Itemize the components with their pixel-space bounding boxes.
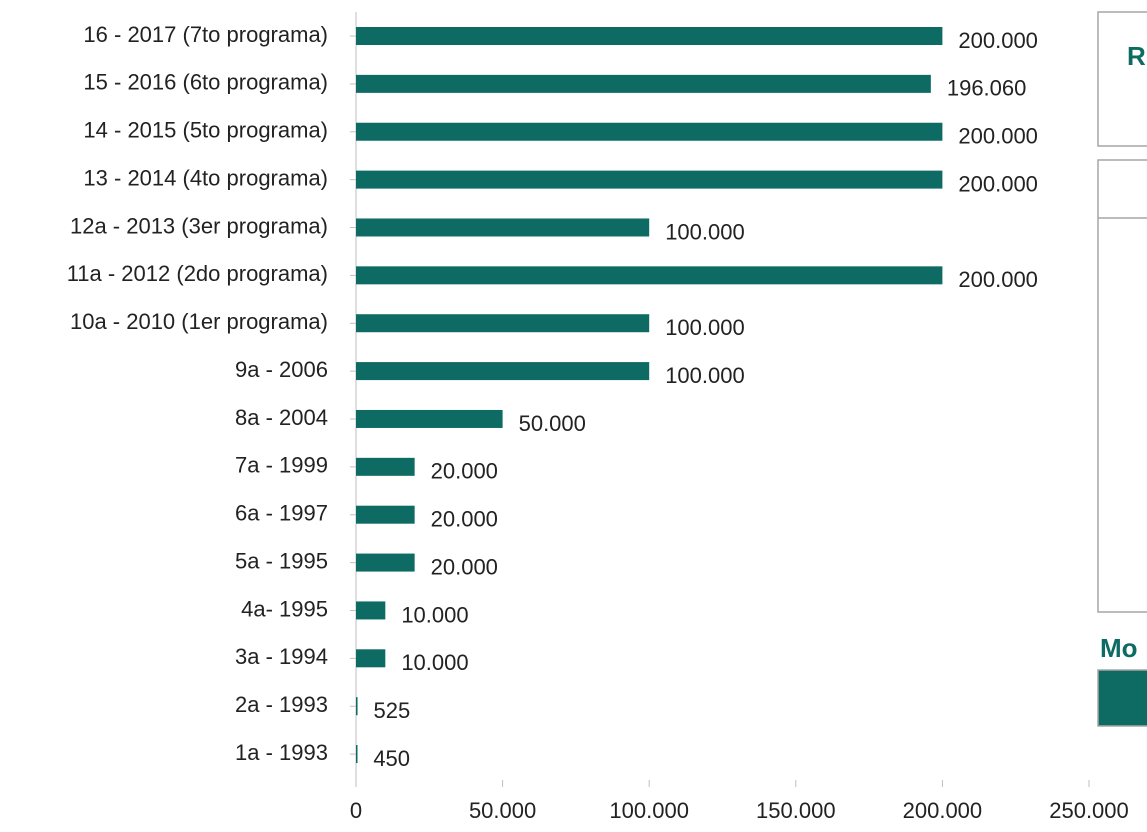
data-label: 196.060 [947,76,1027,101]
x-tick-label: 0 [350,798,362,823]
bar [356,457,415,476]
y-tick-label: 3a - 1994 [235,644,328,669]
y-tick-label: 8a - 2004 [235,405,328,430]
y-tick-label: 11a - 2012 (2do programa) [67,261,328,286]
data-label: 20.000 [431,459,498,484]
bar [356,170,943,189]
side-label: Mo [1100,633,1138,663]
y-tick-label: 5a - 1995 [235,548,328,573]
bar [356,74,931,93]
data-label: 525 [374,698,411,723]
data-label: 50.000 [519,411,586,436]
data-label: 20.000 [431,507,498,532]
bar [356,409,503,428]
bar [356,553,415,572]
bar [356,218,650,237]
y-tick-label: 10a - 2010 (1er programa) [70,309,328,334]
bar [356,649,386,668]
bar [356,362,650,381]
data-label: 200.000 [958,124,1038,149]
data-label: 200.000 [958,267,1038,292]
y-tick-label: 15 - 2016 (6to programa) [83,70,328,95]
data-label: 10.000 [401,602,468,627]
y-tick-label: 16 - 2017 (7to programa) [83,22,328,47]
y-tick-label: 9a - 2006 [235,357,328,382]
data-label: 100.000 [665,315,745,340]
y-tick-label: 7a - 1999 [235,453,328,478]
data-label: 450 [373,746,410,771]
bar [356,601,386,620]
x-tick-label: 150.000 [756,798,836,823]
bar [356,697,358,716]
x-tick-label: 50.000 [469,798,536,823]
bar [356,27,943,45]
side-panel [1097,11,1147,147]
y-tick-label: 14 - 2015 (5to programa) [83,118,328,143]
x-tick-label: 250.000 [1049,798,1129,823]
x-tick-label: 100.000 [609,798,689,823]
side-button [1097,669,1147,727]
data-label: 100.000 [665,363,745,388]
y-tick-label: 1a - 1993 [235,740,328,765]
y-tick-label: 13 - 2014 (4to programa) [83,165,328,190]
y-tick-label: 4a- 1995 [241,596,328,621]
y-tick-label: 6a - 1997 [235,501,328,526]
side-panel [1097,159,1147,613]
bar [356,745,358,764]
data-label: 20.000 [431,554,498,579]
side-label: R [1127,41,1146,71]
data-label: 100.000 [665,219,745,244]
y-tick-label: 2a - 1993 [235,692,328,717]
data-label: 10.000 [401,650,468,675]
bar [356,505,415,524]
y-tick-label: 12a - 2013 (3er programa) [70,213,328,238]
x-tick-label: 200.000 [903,798,983,823]
data-label: 200.000 [958,171,1038,196]
bar [356,266,943,285]
bar [356,314,650,333]
bar [356,122,943,141]
data-label: 200.000 [958,28,1038,53]
